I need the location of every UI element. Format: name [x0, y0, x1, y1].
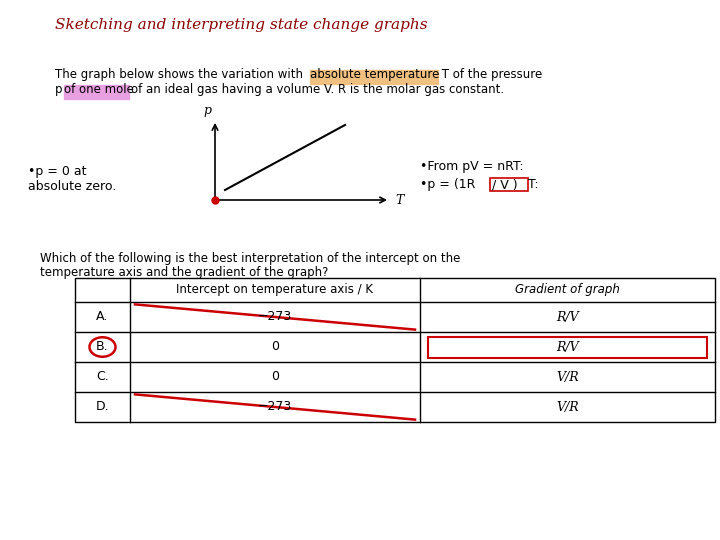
Text: absolute temperature: absolute temperature [310, 68, 439, 81]
Bar [75, 278, 715, 422]
Text: −273: −273 [258, 401, 292, 414]
Text: 0: 0 [271, 341, 279, 354]
Text: C.: C. [96, 370, 109, 383]
Text: Which of the following is the best interpretation of the intercept on the: Which of the following is the best inter… [40, 252, 460, 265]
Text: B.: B. [96, 341, 109, 354]
Text: absolute zero.: absolute zero. [28, 180, 116, 193]
Text: p: p [203, 104, 211, 117]
Text: temperature axis and the gradient of the graph?: temperature axis and the gradient of the… [40, 266, 328, 279]
Text: 0: 0 [271, 370, 279, 383]
Text: V/R: V/R [556, 401, 579, 414]
Text: •p = (1R: •p = (1R [420, 178, 480, 191]
Text: A.: A. [96, 310, 109, 323]
Text: The graph below shows the variation with: The graph below shows the variation with [55, 68, 307, 81]
Bar [428, 336, 707, 357]
Bar [310, 70, 438, 84]
Bar [490, 178, 528, 191]
Text: Gradient of graph: Gradient of graph [515, 284, 619, 296]
Text: V/R: V/R [556, 370, 579, 383]
Text: of an ideal gas having a volume V. R is the molar gas constant.: of an ideal gas having a volume V. R is … [131, 83, 504, 96]
Text: of one mole: of one mole [64, 83, 134, 96]
Text: R/V: R/V [556, 310, 579, 323]
Text: •From pV = nRT:: •From pV = nRT: [420, 160, 523, 173]
Bar [64, 85, 129, 99]
Text: D.: D. [96, 401, 109, 414]
Text: Sketching and interpreting state change graphs: Sketching and interpreting state change … [55, 18, 428, 32]
Text: T:: T: [528, 178, 539, 191]
Text: T of the pressure: T of the pressure [438, 68, 542, 81]
Text: R/V: R/V [556, 341, 579, 354]
Text: Intercept on temperature axis / K: Intercept on temperature axis / K [176, 284, 374, 296]
Text: p: p [55, 83, 66, 96]
Text: T: T [395, 193, 403, 206]
Text: −273: −273 [258, 310, 292, 323]
Text: / V ): / V ) [492, 178, 518, 191]
Text: •p = 0 at: •p = 0 at [28, 165, 86, 178]
